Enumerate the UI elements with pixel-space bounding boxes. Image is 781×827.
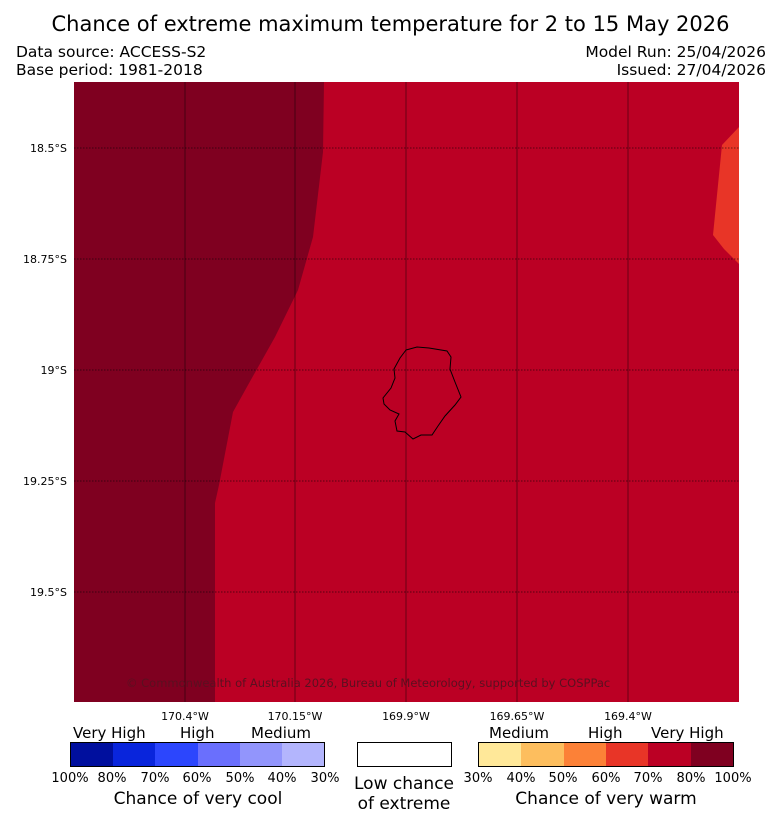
lat-label-19-5: 19.5°S xyxy=(30,586,67,599)
cool-category-very-high: Very High xyxy=(73,724,146,742)
warm-category-very-high: Very High xyxy=(651,724,724,742)
warm-swatch xyxy=(479,743,522,766)
low-chance-line1: Low chance xyxy=(354,774,454,794)
warm-swatch xyxy=(690,743,733,766)
region-very-high-warm xyxy=(74,82,324,702)
lat-label-19: 19°S xyxy=(40,364,67,377)
cool-percent: 70% xyxy=(140,771,170,786)
lon-label-169-4: 169.4°W xyxy=(604,710,652,723)
warm-percent: 30% xyxy=(463,771,493,786)
data-source: Data source: ACCESS-S2 xyxy=(16,43,207,61)
chart-title: Chance of extreme maximum temperature fo… xyxy=(51,12,730,36)
metadata-left: Data source: ACCESS-S2 Base period: 1981… xyxy=(16,43,206,79)
metadata-right: Model Run: 25/04/2026 Issued: 27/04/2026 xyxy=(585,43,766,79)
warm-percent: 70% xyxy=(633,771,663,786)
cool-swatch xyxy=(281,743,325,766)
cool-percent: 40% xyxy=(267,771,297,786)
cool-swatch xyxy=(155,743,198,766)
cool-colorbar-title: Chance of very cool xyxy=(113,789,283,809)
lon-label-170-15: 170.15°W xyxy=(267,710,323,723)
warm-swatch xyxy=(563,743,606,766)
cool-swatch xyxy=(239,743,282,766)
lat-label-18-5: 18.5°S xyxy=(30,142,67,155)
warm-percent: 100% xyxy=(714,771,752,786)
cool-swatch xyxy=(113,743,156,766)
model-run: Model Run: 25/04/2026 xyxy=(585,43,766,61)
cool-swatch xyxy=(71,743,114,766)
warm-percent: 80% xyxy=(676,771,706,786)
warm-category-medium: Medium xyxy=(489,724,549,742)
warm-percent: 40% xyxy=(506,771,536,786)
lat-label-18-75: 18.75°S xyxy=(23,253,67,266)
cool-percent: 80% xyxy=(97,771,127,786)
cool-percent: 100% xyxy=(51,771,89,786)
low-chance-line2: of extreme xyxy=(357,794,451,814)
warm-colorbar-title: Chance of very warm xyxy=(515,789,697,809)
warm-swatch xyxy=(521,743,564,766)
warm-swatch xyxy=(648,743,691,766)
cool-percent: 30% xyxy=(310,771,340,786)
cool-swatch xyxy=(197,743,240,766)
niue-island-coastline[interactable] xyxy=(382,346,462,440)
warm-swatch xyxy=(605,743,649,766)
lon-label-169-65: 169.65°W xyxy=(489,710,545,723)
cool-percent: 50% xyxy=(225,771,255,786)
copyright-text: © Commonwealth of Australia 2026, Bureau… xyxy=(126,676,610,690)
warm-colorbar xyxy=(478,742,734,767)
warm-percent: 50% xyxy=(548,771,578,786)
low-chance-swatch xyxy=(357,742,452,767)
cool-category-high: High xyxy=(180,724,215,742)
warm-percent: 60% xyxy=(591,771,621,786)
lat-label-19-25: 19.25°S xyxy=(23,475,67,488)
lon-label-170-4: 170.4°W xyxy=(161,710,209,723)
low-chance-label: Low chance of extreme xyxy=(334,774,474,814)
map-panel[interactable]: © Commonwealth of Australia 2026, Bureau… xyxy=(74,82,739,702)
meridians xyxy=(184,82,629,702)
cool-category-medium: Medium xyxy=(251,724,311,742)
region-medium-high-warm xyxy=(713,127,739,264)
lon-label-169-9: 169.9°W xyxy=(382,710,430,723)
issued-date: Issued: 27/04/2026 xyxy=(616,61,766,79)
base-period: Base period: 1981-2018 xyxy=(16,61,203,79)
cool-percent: 60% xyxy=(182,771,212,786)
cool-colorbar xyxy=(70,742,325,767)
warm-category-high: High xyxy=(588,724,623,742)
